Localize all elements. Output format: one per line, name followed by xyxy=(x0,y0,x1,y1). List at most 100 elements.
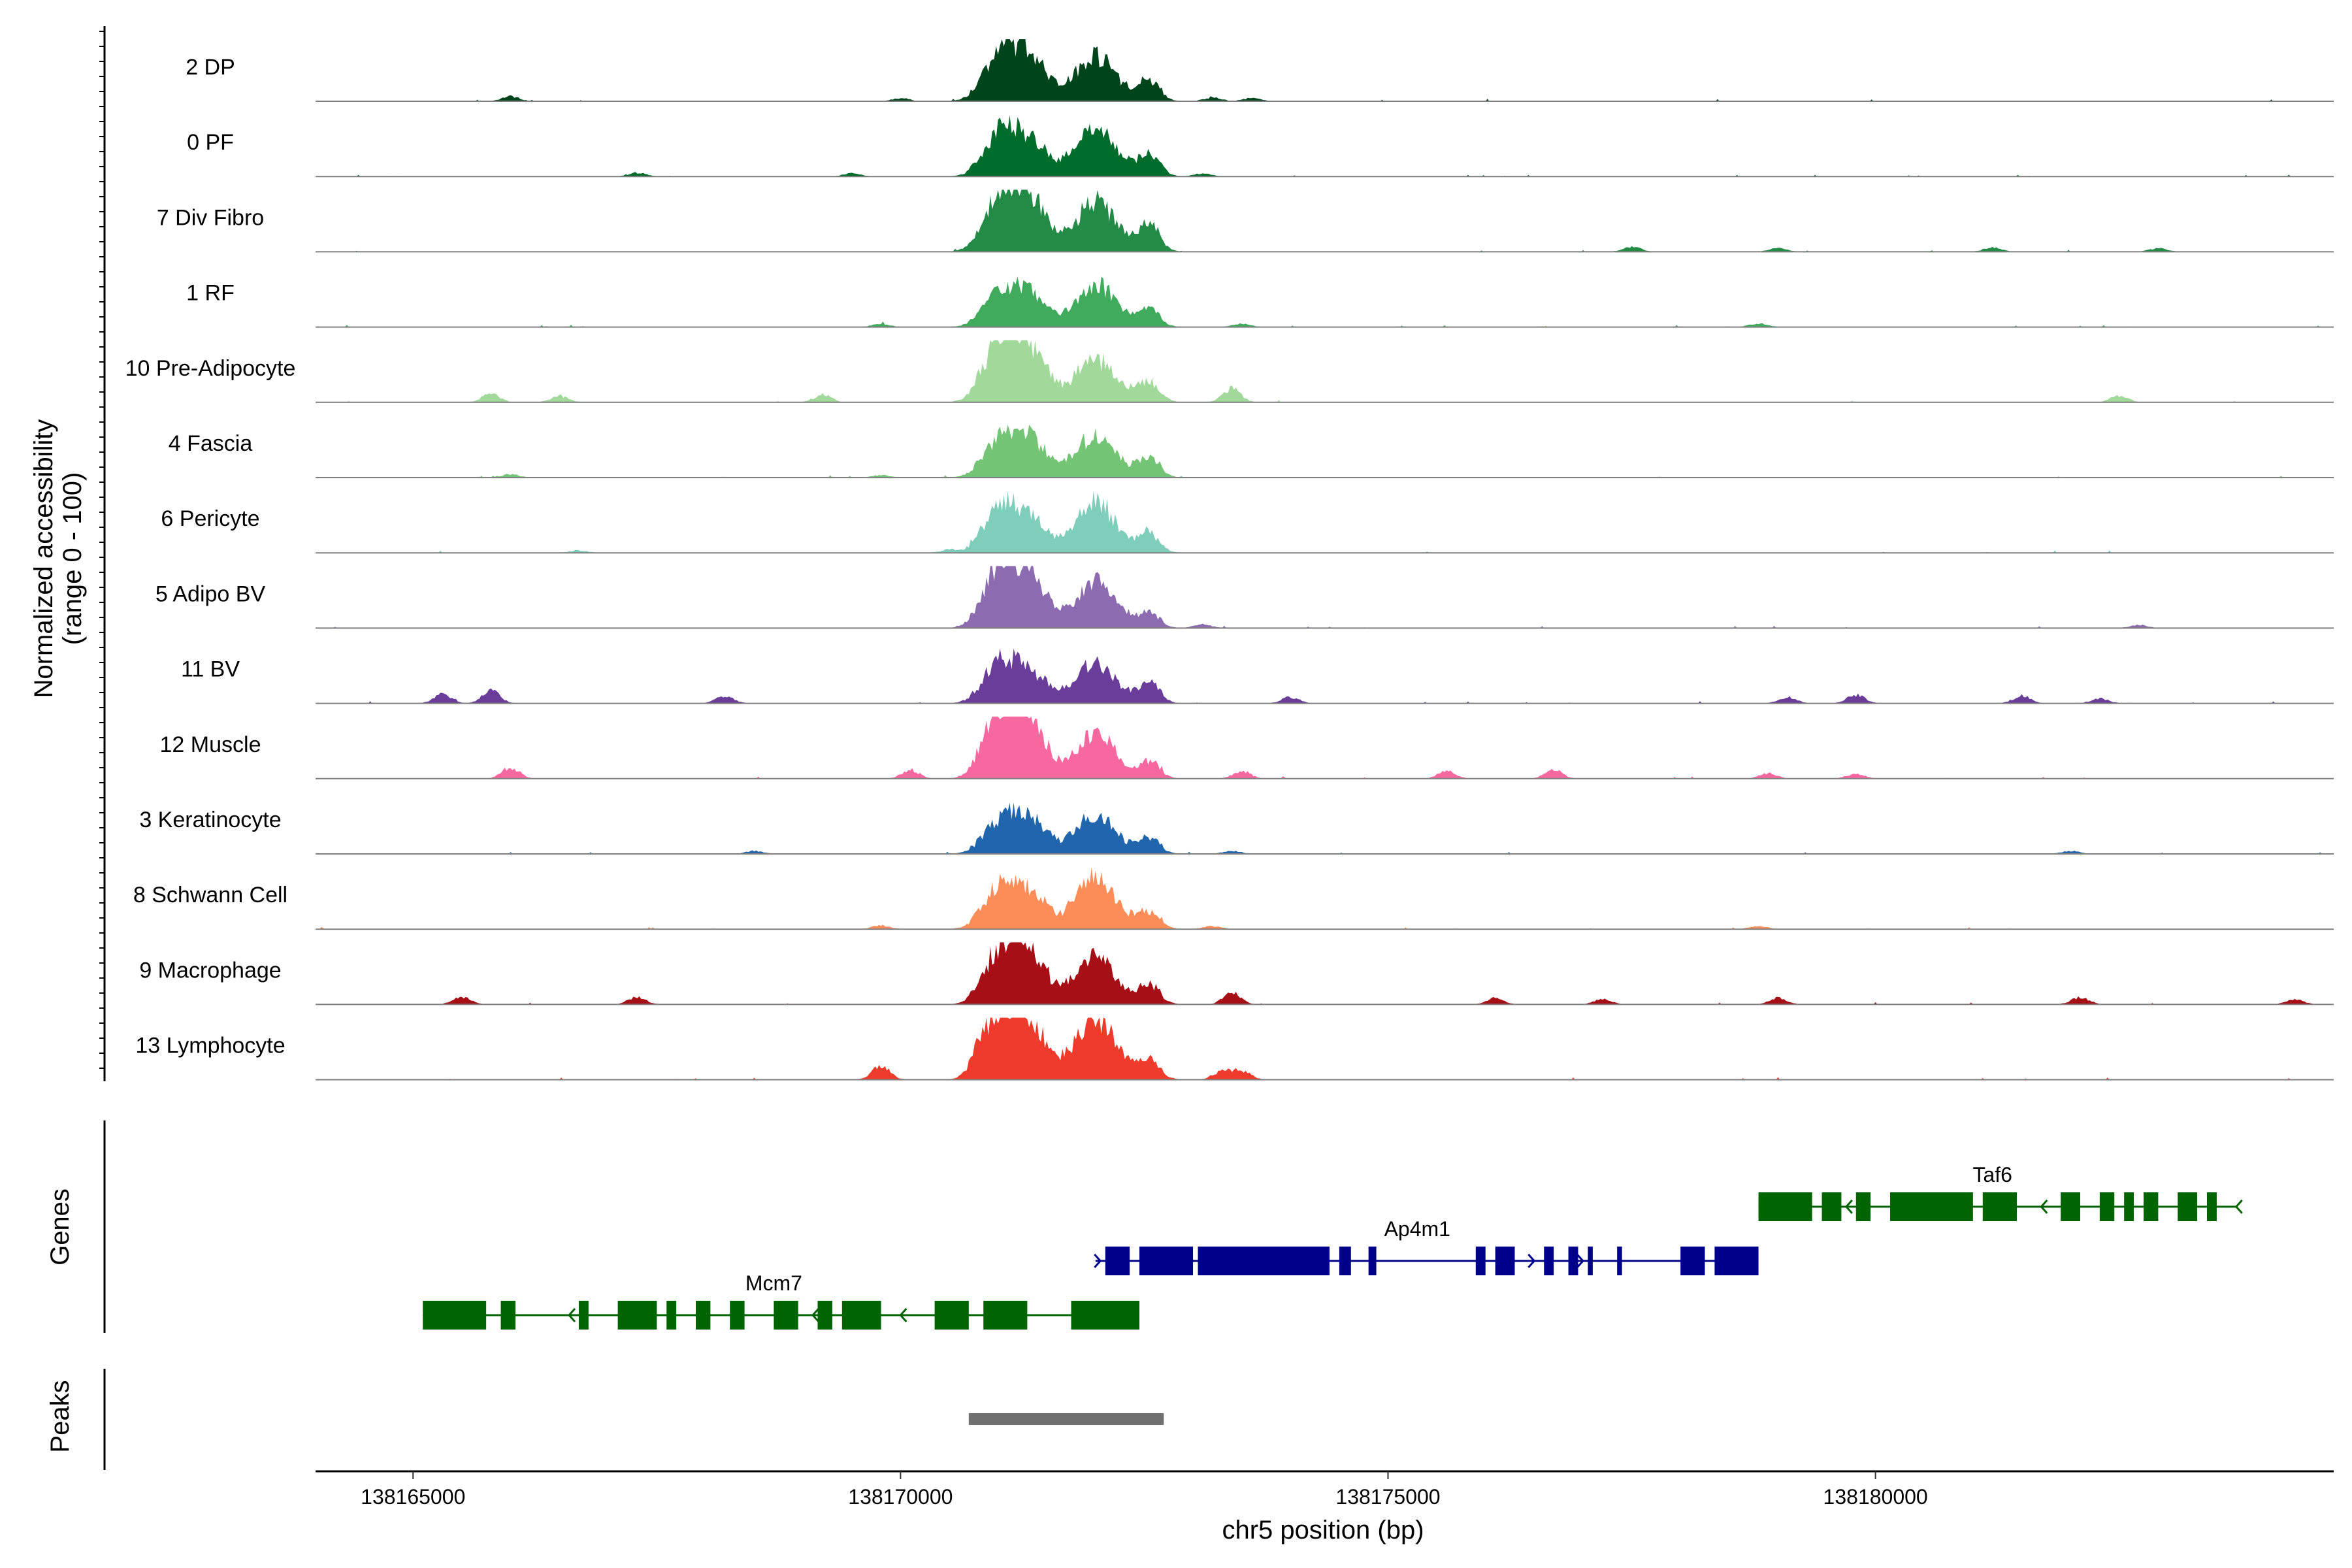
track-label: 2 DP xyxy=(186,55,235,80)
track-label: 1 RF xyxy=(186,281,235,306)
gene-label: Ap4m1 xyxy=(1384,1217,1450,1241)
gene-exon xyxy=(1588,1247,1593,1275)
track-label: 0 PF xyxy=(187,130,234,155)
track-label: 4 Fascia xyxy=(169,431,253,456)
gene-exon xyxy=(1680,1247,1705,1275)
gene-exon xyxy=(730,1301,745,1330)
gene-exon xyxy=(817,1301,832,1330)
track-label: 10 Pre-Adipocyte xyxy=(125,356,296,381)
track-signal xyxy=(316,276,2334,327)
strand-arrow xyxy=(431,1307,440,1323)
track: 10 Pre-Adipocyte xyxy=(125,340,2334,403)
y-axis-title: Normalized accessibility xyxy=(29,419,58,698)
track-signal xyxy=(316,867,2334,930)
gene-exon xyxy=(2124,1192,2134,1221)
gene-exon xyxy=(1855,1192,1871,1221)
track: 3 Keratinocyte xyxy=(139,802,2334,855)
gene-label: Taf6 xyxy=(1972,1163,2012,1186)
track-label: 7 Div Fibro xyxy=(157,205,264,230)
coverage-tracks: 2 DP 0 PF 7 Div Fibro 1 RF 10 Pre-Adipocyte 4… xyxy=(125,39,2334,1081)
track-label: 12 Muscle xyxy=(160,732,261,757)
peak-bar xyxy=(968,1413,1164,1425)
track-label: 13 Lymphocyte xyxy=(135,1034,285,1058)
genes-panel-title: Genes xyxy=(46,1188,74,1266)
genes-panel: Mcm7 Ap4m1 Taf6 xyxy=(103,1120,2243,1333)
strand-arrow xyxy=(1527,1253,1536,1269)
track-signal xyxy=(316,942,2334,1005)
gene-exon xyxy=(695,1301,711,1330)
track-signal xyxy=(316,189,2334,252)
track-signal xyxy=(316,1017,2334,1080)
x-axis-title: chr5 position (bp) xyxy=(1222,1516,1424,1544)
track-signal xyxy=(316,716,2334,779)
strand-arrow xyxy=(640,1307,649,1323)
strand-arrow xyxy=(1844,1199,1853,1215)
track-signal xyxy=(316,566,2334,629)
gene-exon xyxy=(1368,1247,1377,1275)
accessibility-y-axis xyxy=(99,26,106,1081)
track-label: 5 Adipo BV xyxy=(155,581,266,606)
strand-arrow xyxy=(1186,1253,1195,1269)
strand-arrow xyxy=(811,1307,820,1323)
track: 12 Muscle xyxy=(160,716,2334,779)
strand-arrow xyxy=(2234,1199,2243,1215)
track-label: 11 BV xyxy=(181,657,240,682)
track-signal xyxy=(316,425,2334,478)
gene-exon xyxy=(1568,1247,1578,1275)
gene-exon xyxy=(500,1301,515,1330)
track-label: 6 Pericyte xyxy=(161,506,259,531)
gene-exon xyxy=(2207,1192,2217,1221)
gene-exon xyxy=(1758,1192,1812,1221)
track: 11 BV xyxy=(181,648,2334,704)
track-signal xyxy=(316,648,2334,704)
gene-exon xyxy=(1890,1192,1973,1221)
x-tick-label: 138165000 xyxy=(361,1485,465,1509)
gene-exon xyxy=(666,1301,677,1330)
track: 8 Schwann Cell xyxy=(133,867,2334,930)
gene-exon xyxy=(1071,1301,1139,1330)
gene-exon xyxy=(1821,1192,1842,1221)
strand-arrow xyxy=(567,1307,576,1323)
x-tick-label: 138170000 xyxy=(848,1485,953,1509)
track: 1 RF xyxy=(186,276,2334,328)
gene-exon xyxy=(934,1301,969,1330)
peaks-panel-title: Peaks xyxy=(46,1380,74,1452)
gene-exon xyxy=(1139,1247,1194,1275)
gene-model: Taf6 xyxy=(1758,1163,2243,1221)
gene-exon xyxy=(1544,1247,1554,1275)
gene-exon xyxy=(983,1301,1028,1330)
track-signal xyxy=(316,39,2334,101)
gene-exon xyxy=(1714,1247,1759,1275)
x-tick-label: 138180000 xyxy=(1823,1485,1928,1509)
gene-exon xyxy=(1982,1192,2017,1221)
gene-model: Ap4m1 xyxy=(1094,1217,1759,1275)
track-signal xyxy=(316,340,2334,402)
track-label: 8 Schwann Cell xyxy=(133,883,287,907)
gene-exon xyxy=(1495,1247,1515,1275)
strand-arrow xyxy=(1576,1253,1584,1269)
gene-exon xyxy=(2099,1192,2115,1221)
gene-exon xyxy=(617,1301,657,1330)
track: 2 DP xyxy=(186,39,2334,102)
track: 5 Adipo BV xyxy=(155,566,2334,629)
track-signal xyxy=(316,802,2334,854)
track-signal xyxy=(316,115,2334,177)
gene-exon xyxy=(1339,1247,1351,1275)
peaks-panel xyxy=(103,1369,1164,1470)
track: 7 Div Fibro xyxy=(157,189,2334,253)
gene-exon xyxy=(1475,1247,1486,1275)
track-signal xyxy=(316,491,2334,553)
x-axis: 138165000 138170000 138175000 138180000 xyxy=(316,1470,2334,1509)
gene-exon xyxy=(1198,1247,1330,1275)
gene-exon xyxy=(774,1301,798,1330)
strand-arrow xyxy=(899,1307,907,1323)
track: 6 Pericyte xyxy=(161,491,2334,554)
gene-exon xyxy=(578,1301,589,1330)
gene-exon xyxy=(1105,1247,1130,1275)
gene-label: Mcm7 xyxy=(745,1271,802,1295)
gene-exon xyxy=(1617,1247,1622,1275)
track: 0 PF xyxy=(187,115,2334,178)
y-axis-subtitle: (range 0 - 100) xyxy=(58,472,87,645)
x-tick-label: 138175000 xyxy=(1335,1485,1440,1509)
